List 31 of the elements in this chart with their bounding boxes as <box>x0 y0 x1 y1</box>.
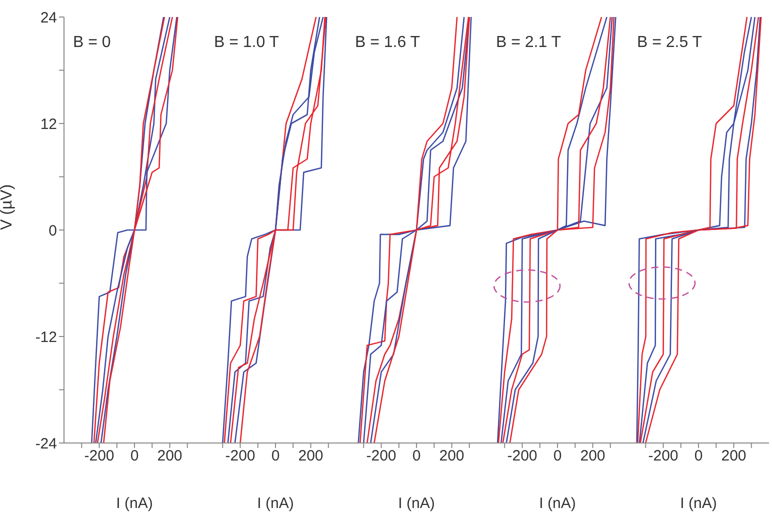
x-tick-label: 200 <box>721 448 746 465</box>
y-tick-label: -24 <box>35 435 57 452</box>
y-tick-label: 12 <box>40 116 57 133</box>
x-tick-label: 200 <box>157 448 182 465</box>
x-tick-label: 0 <box>130 448 139 465</box>
y-axis-title: V (µV) <box>0 184 16 230</box>
text: B = 2.1 T <box>496 34 562 52</box>
text: B = 1.6 T <box>355 34 420 52</box>
x-tick-label: 0 <box>271 448 280 465</box>
x-tick-label: -200 <box>84 448 114 465</box>
text: B = 1.0 T <box>214 34 280 52</box>
x-tick-label: 200 <box>439 448 464 465</box>
x-tick-label: 0 <box>553 448 562 465</box>
x-axis-title: I (nA) <box>539 495 576 512</box>
y-tick-label: -12 <box>35 328 57 346</box>
x-axis-title: I (nA) <box>116 495 153 512</box>
x-tick-label: -200 <box>366 448 396 465</box>
text: B = 2.5 T <box>637 34 702 52</box>
x-tick-label: 0 <box>412 448 421 465</box>
x-axis-title: I (nA) <box>680 495 717 512</box>
text: B = 0 <box>73 34 111 52</box>
x-axis-title: I (nA) <box>398 495 435 512</box>
y-tick-label: 0 <box>48 222 57 240</box>
x-tick-label: 200 <box>580 448 606 465</box>
x-tick-label: -200 <box>507 448 538 465</box>
x-tick-label: -200 <box>648 448 678 465</box>
x-tick-label: 0 <box>694 448 703 465</box>
y-tick-label: 24 <box>40 9 57 26</box>
x-tick-label: -200 <box>225 448 256 465</box>
x-axis-title: I (nA) <box>257 495 294 512</box>
x-tick-label: 200 <box>298 448 324 465</box>
